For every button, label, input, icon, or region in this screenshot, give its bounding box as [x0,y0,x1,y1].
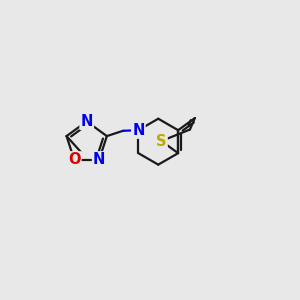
Text: N: N [80,114,93,129]
Text: N: N [93,152,105,167]
Text: S: S [156,134,167,148]
Text: O: O [68,152,80,167]
Text: N: N [132,123,145,138]
